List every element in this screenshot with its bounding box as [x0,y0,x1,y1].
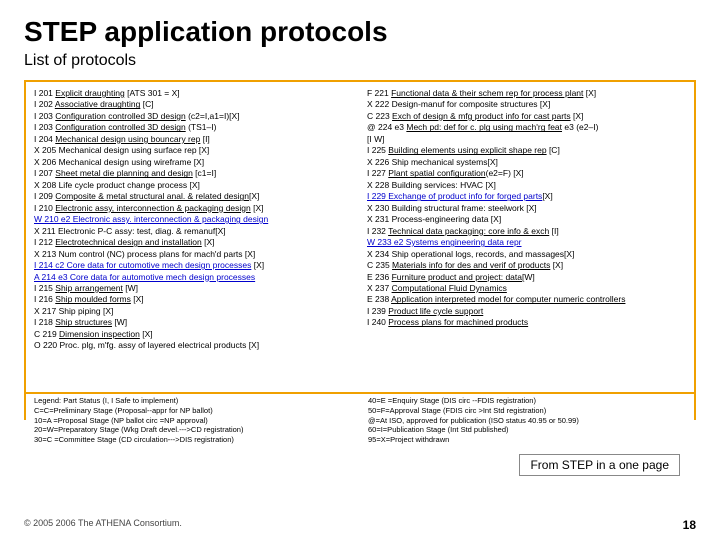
list-item: X 205 Mechanical design using surface re… [34,145,353,156]
list-item: [I W] [367,134,686,145]
list-item: I 210 Electronic assy, interconnection &… [34,203,353,214]
list-item: X 230 Building structural frame: steelwo… [367,203,686,214]
legend-line: 50=F=Approval Stage (FDIS circ >Int Std … [368,406,686,416]
columns: I 201 Explicit draughting [ATS 301 = X]I… [34,88,686,392]
list-item: @ 224 e3 Mech pd: def for c. plg using m… [367,122,686,133]
list-item: I 218 Ship structures [W] [34,317,353,328]
list-item: X 228 Building services: HVAC [X] [367,180,686,191]
list-item: X 217 Ship piping [X] [34,306,353,317]
list-item: X 237 Computational Fluid Dynamics [367,283,686,294]
list-item: X 208 Life cycle product change process … [34,180,353,191]
list-item: X 206 Mechanical design using wireframe … [34,157,353,168]
list-item: I 232 Technical data packaging: core inf… [367,226,686,237]
list-item: I 207 Sheet metal die planning and desig… [34,168,353,179]
slide-subtitle: List of protocols [24,52,696,70]
legend-line: 95=X=Project withdrawn [368,435,686,445]
list-item: X 213 Num control (NC) process plans for… [34,249,353,260]
list-item: I 209 Composite & metal structural anal.… [34,191,353,202]
legend-line: 10=A =Proposal Stage (NP ballot circ =NP… [34,416,352,426]
slide-title: STEP application protocols [24,16,696,48]
legend-left: Legend: Part Status (I, I Safe to implem… [26,394,360,426]
legend-line: 30=C =Committee Stage (CD circulation---… [34,435,352,445]
caption-box: From STEP in a one page [519,454,680,476]
list-item: C 219 Dimension inspection [X] [34,329,353,340]
list-item: O 220 Proc. plg, m'fg. assy of layered e… [34,340,353,351]
content-panel: I 201 Explicit draughting [ATS 301 = X]I… [24,80,696,420]
list-item: E 238 Application interpreted model for … [367,294,686,305]
list-item: I 227 Plant spatial configuration(e2=F) … [367,168,686,179]
legend-line: 60=I=Publication Stage (Int Std publishe… [368,425,686,435]
list-item: C 223 Exch of design & mfg product info … [367,111,686,122]
list-item: W 210 e2 Electronic assy. interconnectio… [34,214,353,225]
list-item: X 222 Design-manuf for composite structu… [367,99,686,110]
footer: © 2005 2006 The ATHENA Consortium. 18 [24,518,696,532]
legend-right: 40=E =Enquiry Stage (DIS circ --FDIS reg… [360,394,694,426]
list-item: I 201 Explicit draughting [ATS 301 = X] [34,88,353,99]
legend-line: C=C=Preliminary Stage (Proposal--appr fo… [34,406,352,416]
slide: STEP application protocols List of proto… [0,0,720,540]
legend-line: 20=W=Preparatory Stage (Wkg Draft devel.… [34,425,352,435]
list-item: E 236 Furniture product and project: dat… [367,272,686,283]
list-item: I 204 Mechanical design using bouncary r… [34,134,353,145]
list-item: I 215 Ship arrangement [W] [34,283,353,294]
list-item: X 231 Process-engineering data [X] [367,214,686,225]
list-item: I 240 Process plans for machined product… [367,317,686,328]
list-item: I 229 Exchange of product info for forge… [367,191,686,202]
list-item: A 214 e3 Core data for automotive mech d… [34,272,353,283]
list-item: X 234 Ship operational logs, records, an… [367,249,686,260]
legend-line: Legend: Part Status (I, I Safe to implem… [34,396,352,406]
list-item: X 211 Electronic P-C assy: test, diag. &… [34,226,353,237]
list-item: I 212 Electrotechnical design and instal… [34,237,353,248]
copyright-text: © 2005 2006 The ATHENA Consortium. [24,518,182,532]
list-item: I 239 Product life cycle support [367,306,686,317]
page-number: 18 [683,518,696,532]
list-item: I 225 Building elements using explicit s… [367,145,686,156]
list-item: I 203 Configuration controlled 3D design… [34,111,353,122]
column-left: I 201 Explicit draughting [ATS 301 = X]I… [34,88,353,392]
list-item: W 233 e2 Systems engineering data repr [367,237,686,248]
list-item: I 216 Ship moulded forms [X] [34,294,353,305]
list-item: X 226 Ship mechanical systems[X] [367,157,686,168]
column-right: F 221 Functional data & their schem rep … [367,88,686,392]
legend-line: @=At ISO, approved for publication (ISO … [368,416,686,426]
legend-line: 40=E =Enquiry Stage (DIS circ --FDIS reg… [368,396,686,406]
list-item: I 214 c2 Core data for cutomotive mech d… [34,260,353,271]
list-item: F 221 Functional data & their schem rep … [367,88,686,99]
list-item: C 235 Materials info for des and verif o… [367,260,686,271]
list-item: I 202 Associative draughting [C] [34,99,353,110]
list-item: I 203 Configuration controlled 3D design… [34,122,353,133]
legend: Legend: Part Status (I, I Safe to implem… [26,392,694,426]
